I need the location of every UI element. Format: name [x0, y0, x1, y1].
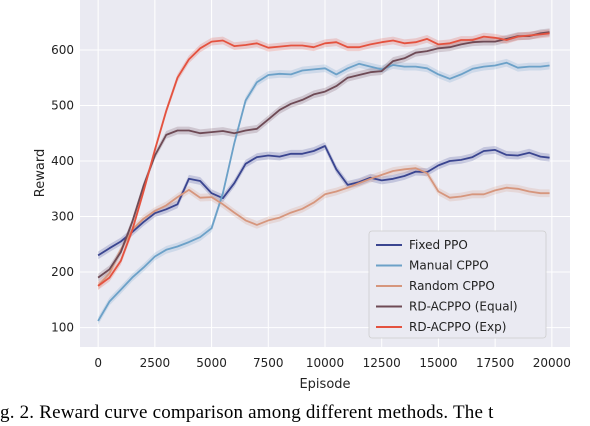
y-axis-title: Reward: [33, 149, 48, 197]
y-tick-labels: 100 200 300 400 500 600: [51, 43, 74, 335]
series-band: [98, 164, 550, 290]
x-tick-label: 10000: [306, 356, 344, 370]
legend-label: RD-ACPPO (Equal): [409, 300, 518, 314]
y-tick-label: 100: [51, 321, 74, 335]
legend-label: Random CPPO: [409, 279, 495, 293]
x-tick-label: 12500: [363, 356, 401, 370]
y-tick-label: 500: [51, 98, 74, 112]
legend: Fixed PPO Manual CPPO Random CPPO RD-ACPPO …: [368, 230, 547, 339]
x-tick-labels: 0 2500 5000 7500 10000 12500 15000 17500 20000: [94, 356, 571, 370]
series-line: [97, 61, 550, 322]
y-tick-label: 300: [51, 210, 74, 224]
series-line: [97, 31, 550, 279]
x-tick-label: 17500: [476, 356, 514, 370]
figure-caption: g. 2. Reward curve comparison among diff…: [0, 402, 494, 423]
legend-label: Manual CPPO: [409, 259, 489, 273]
reward-chart: 0 2500 5000 7500 10000 12500 15000 17500 20000 1…: [33, 0, 571, 392]
x-tick-label: 20000: [533, 356, 571, 370]
y-tick-label: 200: [51, 265, 74, 279]
series-line: [97, 167, 550, 287]
x-axis-title: Episode: [299, 377, 350, 392]
x-tick-label: 5000: [196, 356, 227, 370]
x-tick-label: 2500: [140, 356, 171, 370]
x-tick-label: 7500: [253, 356, 284, 370]
legend-frame: [368, 230, 547, 339]
legend-label: RD-ACPPO (Exp): [409, 320, 506, 334]
y-tick-label: 400: [51, 154, 74, 168]
series-line: [97, 32, 550, 287]
x-tick-label: 0: [94, 356, 102, 370]
series-lines: [97, 31, 550, 322]
legend-label: Fixed PPO: [409, 238, 468, 252]
y-tick-label: 600: [51, 43, 74, 57]
x-tick-label: 15000: [419, 356, 457, 370]
series-line: [97, 145, 550, 257]
